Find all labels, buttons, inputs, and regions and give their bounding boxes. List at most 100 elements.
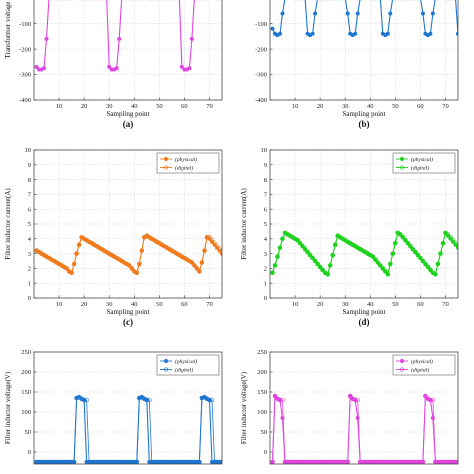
legend-label: (physical) [411,156,433,163]
y-axis-label: Filter inductor current(A) [240,188,248,260]
panel-label: (b) [359,119,370,129]
plot-area [270,230,458,277]
legend-label: (digital) [411,367,429,374]
x-axis-label: Sampling point [107,308,150,316]
legend-swatch-marker [399,157,404,162]
data-point [280,11,285,16]
plot-area [34,394,222,464]
legend: (physical) (digital) [392,354,456,376]
data-point [375,260,381,265]
data-point [106,459,112,464]
data-point [332,459,338,464]
data-point [352,243,358,249]
data-point [107,64,112,69]
x-tick-label: 10 [56,103,63,110]
data-point [330,459,335,464]
data-point [335,459,340,464]
y-axis-label: Filter inductor voltage(V) [4,371,12,444]
x-tick-label: 20 [81,103,88,110]
data-point [413,249,418,255]
data-point [282,230,288,236]
data-point [46,255,52,261]
data-point [134,270,140,276]
data-point [114,459,119,464]
y-tick-label: 50 [25,429,32,436]
data-point [64,266,69,271]
legend-box [392,354,456,376]
data-point [378,459,383,464]
data-point [420,11,425,16]
data-point [59,263,64,268]
data-point [385,459,391,464]
data-point [137,261,142,267]
legend-swatch-marker [399,367,404,372]
data-point [295,238,300,243]
y-tick-label: -200 [255,46,267,53]
data-point [199,395,205,401]
data-point [204,396,210,402]
data-point [392,240,398,246]
y-tick-label: 3 [264,251,267,258]
data-point [393,459,398,464]
data-point [121,459,127,464]
y-tick-label: 0 [28,295,31,302]
data-point [413,459,418,464]
data-point [390,459,396,464]
data-point [380,266,386,271]
data-point [132,269,137,274]
y-tick-label: 3 [28,251,31,258]
data-point [408,243,413,249]
data-point [380,459,386,464]
legend-swatch-marker [164,358,169,363]
y-tick-label: 9 [28,162,31,169]
data-point [270,26,275,31]
y-tick-label: 2 [28,266,31,273]
y-tick-label: -300 [255,72,267,79]
data-point [317,459,323,464]
data-point [430,415,435,420]
data-point [217,459,222,464]
data-point [44,459,49,464]
data-point [450,238,456,243]
data-point [295,459,300,464]
x-axis-label: Sampling point [343,308,386,316]
data-point [408,459,413,464]
legend-swatch-marker [399,358,404,363]
x-tick-label: 30 [342,103,349,110]
data-point [435,261,441,267]
data-point [51,258,57,264]
data-point [96,245,102,250]
data-point [212,240,217,246]
data-point [104,459,109,464]
data-point [162,243,167,249]
data-point [453,459,458,464]
data-point [164,459,170,464]
legend-box [156,152,220,174]
panel-label: (c) [123,317,133,327]
data-point [365,251,371,256]
data-point [96,459,102,464]
x-tick-label: 70 [442,103,449,110]
x-tick-label: 70 [442,301,449,308]
data-point [313,11,318,16]
data-point [74,251,79,256]
y-tick-label: 0 [264,449,267,456]
data-point [277,31,282,36]
data-point [420,459,426,464]
data-point [433,271,438,277]
y-tick-label: 9 [264,162,267,169]
data-point [86,239,92,245]
y-tick-label: 5 [264,221,267,228]
data-point [385,271,391,277]
plot-area [34,0,222,72]
data-point [423,393,428,399]
data-point [350,242,356,247]
data-point [360,248,366,253]
panel-b: -400 -300 -200 -100 10 20 30 40 50 60 70 Sampling p… [255,0,459,129]
series-line-1 [36,396,222,463]
legend: (physical) (digital) [156,152,220,174]
data-point [353,31,358,36]
data-point [382,269,388,274]
data-point [277,245,283,250]
